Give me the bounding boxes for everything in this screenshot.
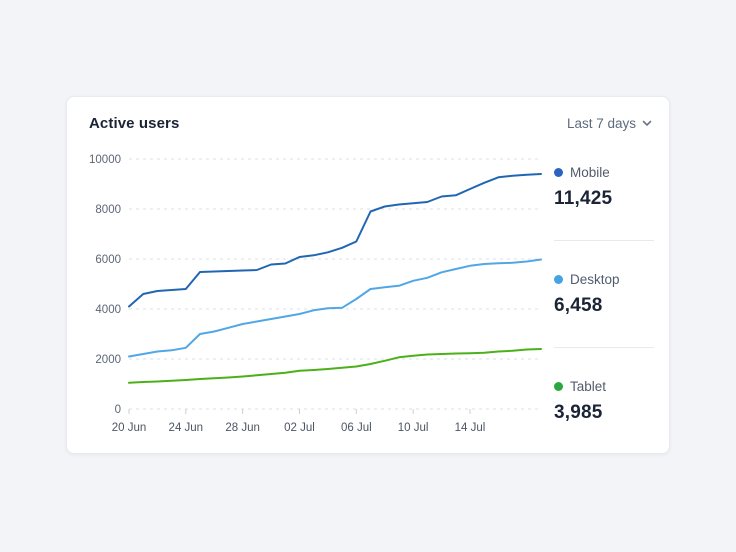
legend-item-desktop[interactable]: Desktop 6,458 [554, 269, 654, 321]
legend-label-row: Mobile [554, 162, 654, 182]
legend-item-mobile[interactable]: Mobile 11,425 [554, 162, 654, 214]
desktop-series-dot-icon [554, 274, 563, 284]
legend-separator [554, 240, 654, 241]
chevron-down-icon [642, 120, 652, 127]
legend-label: Desktop [570, 271, 620, 287]
svg-text:10000: 10000 [89, 154, 121, 166]
svg-text:06 Jul: 06 Jul [341, 422, 372, 434]
svg-text:14 Jul: 14 Jul [455, 422, 486, 434]
legend-value: 11,425 [554, 188, 613, 209]
legend-item-tablet[interactable]: Tablet 3,985 [554, 376, 654, 428]
svg-text:0: 0 [115, 404, 121, 416]
date-range-label: Last 7 days [566, 116, 636, 131]
svg-text:10 Jul: 10 Jul [398, 422, 429, 434]
legend-value: 6,458 [554, 295, 603, 316]
legend-separator [554, 347, 654, 348]
svg-text:02 Jul: 02 Jul [284, 422, 315, 434]
legend-label: Mobile [570, 164, 610, 180]
line-chart: 0 2000 4000 6000 8000 10000 20 Jun 24 Jun 28 Jun… [87, 149, 557, 445]
active-users-card: Active users Last 7 days 0 2000 4000 6000 80… [66, 96, 670, 454]
mobile-series-dot-icon [554, 167, 563, 177]
chart-svg: 0 2000 4000 6000 8000 10000 20 Jun 24 Jun 28 Jun… [89, 154, 542, 434]
svg-text:28 Jun: 28 Jun [225, 422, 260, 434]
tablet-series-dot-icon [554, 381, 563, 391]
svg-text:24 Jun: 24 Jun [169, 422, 204, 434]
svg-text:20 Jun: 20 Jun [112, 422, 147, 434]
svg-text:6000: 6000 [95, 254, 121, 266]
legend-label-row: Tablet [554, 376, 654, 396]
chart-legend: Mobile 11,425 Desktop 6,458 Tablet 3,985 [554, 162, 654, 428]
legend-label-row: Desktop [554, 269, 654, 289]
legend-value: 3,985 [554, 402, 603, 423]
date-range-selector[interactable]: Last 7 days [567, 116, 652, 131]
card-header: Active users Last 7 days [67, 97, 669, 132]
legend-label: Tablet [570, 378, 607, 394]
svg-text:4000: 4000 [95, 304, 121, 316]
card-title: Active users [89, 115, 180, 132]
svg-text:8000: 8000 [95, 204, 121, 216]
svg-text:2000: 2000 [95, 354, 121, 366]
